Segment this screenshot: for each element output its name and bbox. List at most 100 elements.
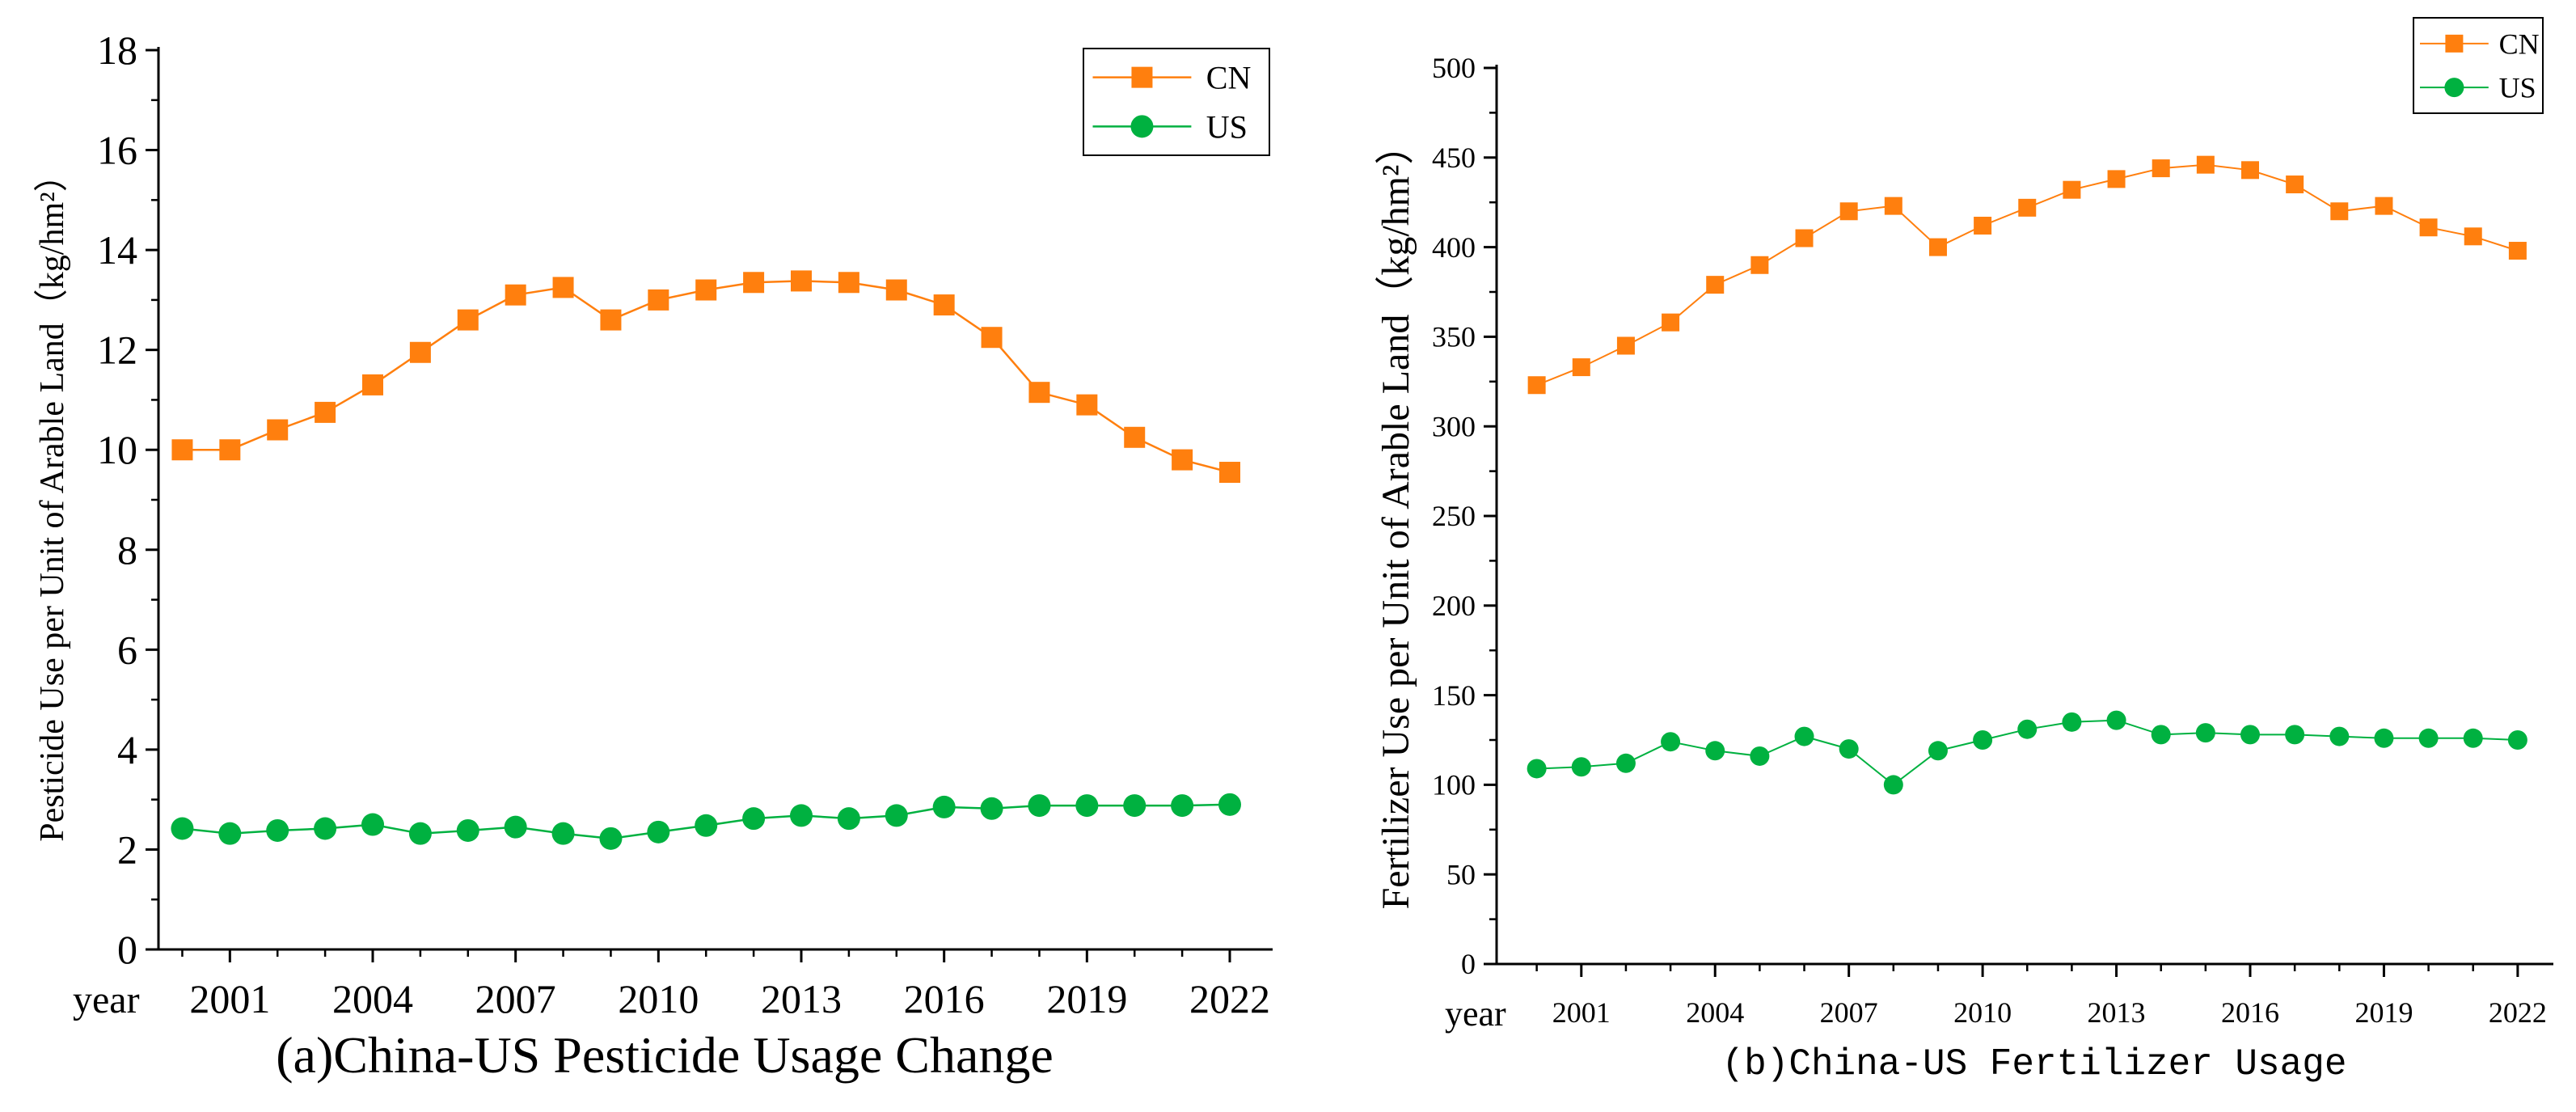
data-point-cn (885, 279, 907, 301)
data-point-cn (2196, 155, 2215, 174)
legend-label: US (2499, 72, 2536, 104)
series-cn (171, 270, 1240, 484)
series-us (171, 793, 1241, 850)
data-point-cn (2330, 202, 2349, 221)
series-cn (1527, 155, 2527, 395)
data-point-cn (2419, 218, 2438, 237)
y-tick-label: 450 (1432, 142, 1476, 174)
y-tick-label: 200 (1432, 590, 1476, 622)
data-point-us (742, 807, 766, 831)
y-tick-label: 500 (1432, 52, 1476, 84)
data-point-us (2240, 725, 2260, 745)
data-point-us (1839, 739, 1859, 759)
y-tick-label: 100 (1432, 769, 1476, 801)
data-point-us (885, 804, 908, 827)
x-tick-label: 2010 (618, 976, 699, 1021)
data-point-us (980, 797, 1003, 820)
y-tick-label: 250 (1432, 500, 1476, 532)
data-point-cn (648, 289, 669, 311)
x-tick-label: 2004 (332, 976, 413, 1021)
y-tick-label: 0 (117, 927, 137, 972)
data-point-cn (315, 401, 336, 423)
chart-title: (b)China-US Fertilizer Usage (1722, 1043, 2347, 1085)
data-point-cn (2018, 198, 2037, 217)
y-tick-label: 4 (117, 727, 137, 772)
data-point-cn (1076, 394, 1098, 416)
data-point-us (2106, 710, 2126, 730)
data-point-us (1527, 759, 1547, 779)
y-tick-label: 150 (1432, 679, 1476, 712)
x-tick-label: 2016 (904, 976, 985, 1021)
data-point-cn (2107, 170, 2126, 188)
legend-marker-circle (1130, 115, 1154, 138)
y-tick-label: 10 (97, 427, 137, 472)
data-point-us (1928, 741, 1948, 761)
x-axis-label: year (1445, 994, 1506, 1034)
data-point-us (790, 804, 813, 827)
data-point-cn (1974, 217, 1992, 235)
data-point-cn (2286, 175, 2304, 194)
x-tick-label: 2010 (1953, 996, 2012, 1029)
y-tick-label: 14 (97, 227, 137, 273)
data-point-us (2507, 730, 2527, 750)
x-tick-label: 2022 (2489, 996, 2547, 1029)
x-tick-label: 2022 (1189, 976, 1270, 1021)
data-point-cn (552, 277, 574, 298)
data-point-us (1750, 746, 1770, 766)
data-point-us (2418, 728, 2439, 748)
fertilizer-chart: 0 50 100 150 200 250 300 350 400 450 500 2001 2004 20… (1375, 17, 2553, 1085)
x-axis-label: year (73, 979, 140, 1021)
x-tick-label: 2001 (189, 976, 270, 1021)
legend-label: US (1206, 108, 1248, 145)
legend-marker-circle (2444, 78, 2464, 98)
data-point-us (2374, 728, 2394, 748)
series-line-cn (1536, 163, 2519, 387)
data-point-cn (2240, 161, 2259, 180)
data-point-us (1794, 726, 1814, 746)
data-point-us (456, 818, 479, 842)
data-point-us (695, 814, 718, 837)
y-tick-label: 300 (1432, 410, 1476, 442)
data-point-cn (1219, 462, 1240, 484)
data-point-cn (1928, 238, 1947, 256)
data-point-us (1705, 741, 1725, 761)
y-tick-label: 350 (1432, 321, 1476, 353)
data-point-us (599, 827, 623, 850)
y-tick-label: 12 (97, 328, 137, 373)
legend-box (2413, 17, 2544, 114)
data-point-cn (1527, 376, 1546, 395)
x-tick-label: 2001 (1552, 996, 1611, 1029)
data-point-us (314, 817, 337, 840)
data-point-cn (2063, 180, 2081, 199)
pesticide-chart: 0 2 4 6 8 10 12 14 16 18 2001 2004 2007 2010 2013 2016 2… (34, 27, 1273, 1084)
data-point-cn (838, 272, 859, 294)
y-tick-label: 18 (97, 27, 137, 73)
legend-marker-square (1131, 66, 1153, 88)
data-point-cn (695, 279, 717, 301)
data-point-cn (1706, 276, 1725, 294)
data-point-cn (2152, 159, 2170, 178)
data-point-cn (1172, 449, 1193, 471)
legend: CN US (2413, 17, 2544, 114)
data-point-us (408, 822, 432, 845)
legend: CN US (1083, 48, 1270, 156)
data-point-cn (981, 327, 1003, 349)
data-point-cn (1662, 313, 1680, 332)
x-tick-label: 2007 (1820, 996, 1878, 1029)
data-point-cn (505, 284, 526, 306)
data-point-cn (2508, 242, 2527, 260)
data-point-cn (791, 270, 812, 292)
data-point-us (1028, 794, 1051, 818)
data-point-us (2017, 719, 2038, 739)
x-tick-label: 2013 (2088, 996, 2146, 1029)
y-tick-label: 8 (117, 527, 137, 573)
data-point-us (1218, 793, 1241, 816)
data-point-cn (933, 294, 955, 316)
x-tick-label: 2013 (761, 976, 842, 1021)
legend-marker-square (2445, 34, 2464, 53)
data-point-cn (1795, 229, 1814, 247)
y-axis-label: Pesticide Use per Unit of Arable Land（kg… (34, 158, 71, 841)
data-point-us (361, 813, 384, 836)
y-tick-label: 2 (117, 827, 137, 872)
